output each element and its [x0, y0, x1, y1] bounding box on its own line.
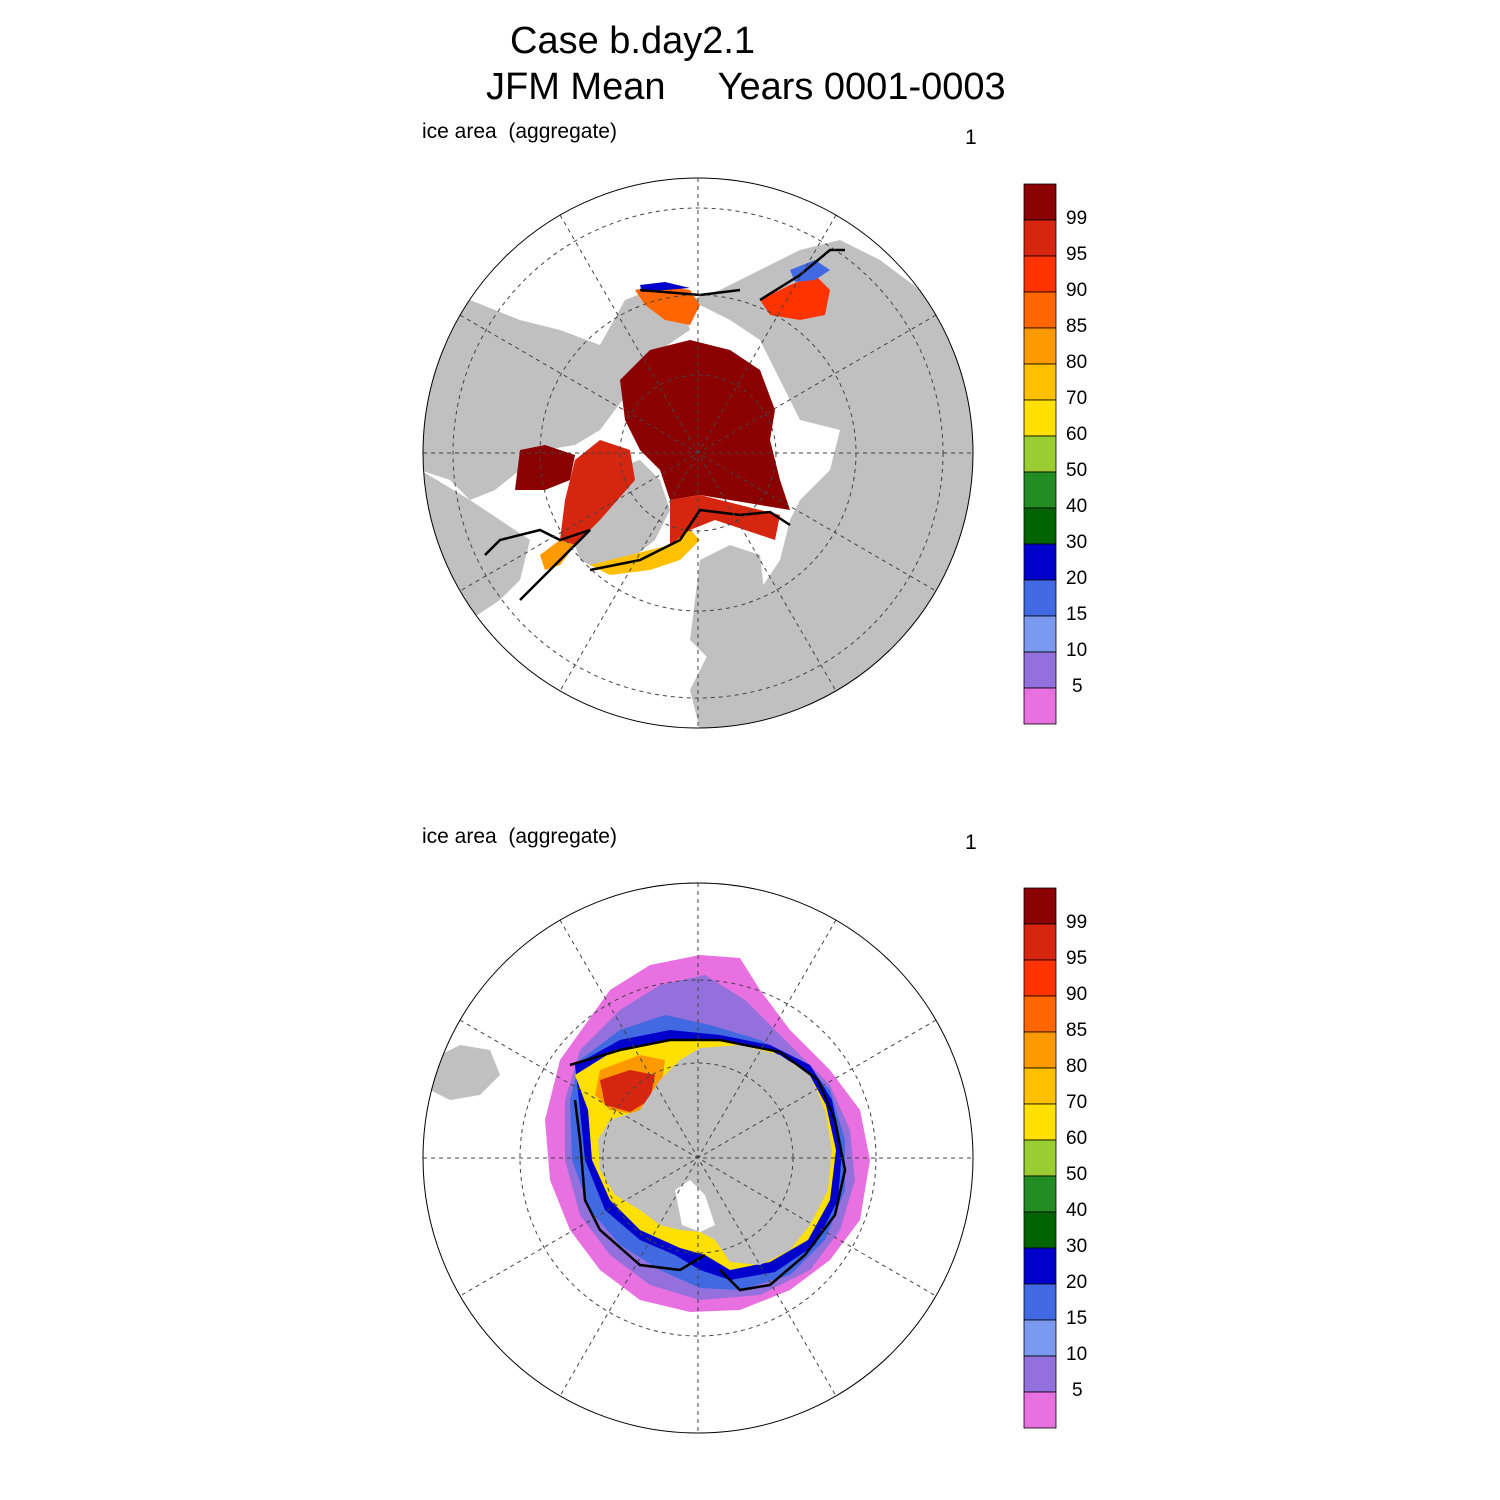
colorbar-north-swatch: [1023, 399, 1057, 437]
colorbar-north-swatch: [1023, 327, 1057, 365]
colorbar-north-swatch: [1023, 687, 1057, 725]
panel-north-label: ice area (aggregate): [422, 120, 617, 143]
colorbar-north-tick-label: 99: [1066, 208, 1088, 229]
colorbar-north: [1023, 183, 1057, 725]
colorbar-south-swatch: [1023, 1283, 1057, 1321]
north-land-scandinavia: [690, 545, 765, 660]
colorbar-north-swatch: [1023, 507, 1057, 545]
colorbar-north-tick-label: 10: [1066, 640, 1088, 661]
colorbar-north-tick-label: 30: [1066, 532, 1088, 553]
colorbar-north-tick-label: 15: [1066, 604, 1088, 625]
colorbar-south-swatch: [1023, 1319, 1057, 1357]
colorbar-north-swatch: [1023, 435, 1057, 473]
colorbar-north-swatch: [1023, 543, 1057, 581]
south-polar-map: [422, 882, 974, 1434]
north-ice-core: [620, 340, 790, 510]
colorbar-north-tick-label: 60: [1066, 424, 1088, 445]
south-land-south-america: [430, 1045, 500, 1100]
colorbar-north-swatch: [1023, 471, 1057, 509]
colorbar-south-swatch: [1023, 1211, 1057, 1249]
south-land-antarctica: [598, 1045, 832, 1265]
colorbar-south-tick-label: 5: [1072, 1380, 1083, 1401]
colorbar-south-tick-label: 15: [1066, 1308, 1088, 1329]
north-land-eurasia: [690, 240, 973, 728]
north-polar-map: [422, 177, 974, 729]
colorbar-south-tick-label: 70: [1066, 1092, 1088, 1113]
colorbar-north-swatch: [1023, 651, 1057, 689]
colorbar-south-swatch: [1023, 1355, 1057, 1393]
colorbar-south-swatch: [1023, 1175, 1057, 1213]
colorbar-south: [1023, 887, 1057, 1429]
colorbar-north-tick-label: 40: [1066, 496, 1088, 517]
colorbar-north-tick-label: 80: [1066, 352, 1088, 373]
figure-title: Case b.day2.1: [510, 20, 756, 62]
colorbar-south-tick-label: 90: [1066, 984, 1088, 1005]
north-ice-okhotsk-edge: [790, 260, 830, 282]
colorbar-north-tick-label: 70: [1066, 388, 1088, 409]
colorbar-north-swatch: [1023, 183, 1057, 221]
colorbar-north-tick-label: 5: [1072, 676, 1083, 697]
colorbar-south-tick-label: 85: [1066, 1020, 1088, 1041]
colorbar-north-swatch: [1023, 291, 1057, 329]
colorbar-north-tick-label: 50: [1066, 460, 1088, 481]
colorbar-south-swatch: [1023, 1247, 1057, 1285]
panel-south-label: ice area (aggregate): [422, 825, 617, 848]
north-ice-hudson: [515, 445, 575, 490]
figure-subtitle: JFM Mean Years 0001-0003: [486, 66, 1006, 108]
colorbar-south-swatch: [1023, 995, 1057, 1033]
colorbar-south-tick-label: 80: [1066, 1056, 1088, 1077]
north-ice-okhotsk: [760, 275, 830, 320]
colorbar-north-swatch: [1023, 615, 1057, 653]
colorbar-north-swatch: [1023, 255, 1057, 293]
colorbar-south-swatch: [1023, 1103, 1057, 1141]
colorbar-north-swatch: [1023, 363, 1057, 401]
colorbar-north-tick-label: 20: [1066, 568, 1088, 589]
north-ice-bering: [635, 285, 700, 325]
colorbar-north-swatch: [1023, 579, 1057, 617]
colorbar-south-tick-label: 30: [1066, 1236, 1088, 1257]
colorbar-south-tick-label: 95: [1066, 948, 1088, 969]
colorbar-north-tick-label: 95: [1066, 244, 1088, 265]
colorbar-south-swatch: [1023, 1031, 1057, 1069]
colorbar-south-tick-label: 40: [1066, 1200, 1088, 1221]
north-ice-baffin: [560, 440, 635, 545]
panel-north-number: 1: [965, 126, 977, 149]
colorbar-south-swatch: [1023, 959, 1057, 997]
colorbar-south-tick-label: 99: [1066, 912, 1088, 933]
colorbar-south-swatch: [1023, 923, 1057, 961]
north-land-americas: [423, 290, 690, 500]
south-observed-extent: [569, 1038, 847, 1292]
colorbar-north-swatch: [1023, 219, 1057, 257]
colorbar-south-tick-label: 20: [1066, 1272, 1088, 1293]
colorbar-south-tick-label: 50: [1066, 1164, 1088, 1185]
colorbar-south-tick-label: 60: [1066, 1128, 1088, 1149]
colorbar-south-swatch: [1023, 1391, 1057, 1429]
south-ross-shelf: [675, 1180, 715, 1232]
colorbar-south-tick-label: 10: [1066, 1344, 1088, 1365]
colorbar-south-swatch: [1023, 1067, 1057, 1105]
south-ice-weddell: [600, 1070, 655, 1112]
colorbar-north-tick-label: 85: [1066, 316, 1088, 337]
panel-south-number: 1: [965, 831, 977, 854]
north-ice-edge-labrador: [540, 540, 575, 570]
north-ice-bering-edge: [640, 282, 690, 292]
north-observed-extent: [484, 248, 845, 601]
colorbar-south-swatch: [1023, 887, 1057, 925]
colorbar-north-tick-label: 90: [1066, 280, 1088, 301]
colorbar-south-swatch: [1023, 1139, 1057, 1177]
